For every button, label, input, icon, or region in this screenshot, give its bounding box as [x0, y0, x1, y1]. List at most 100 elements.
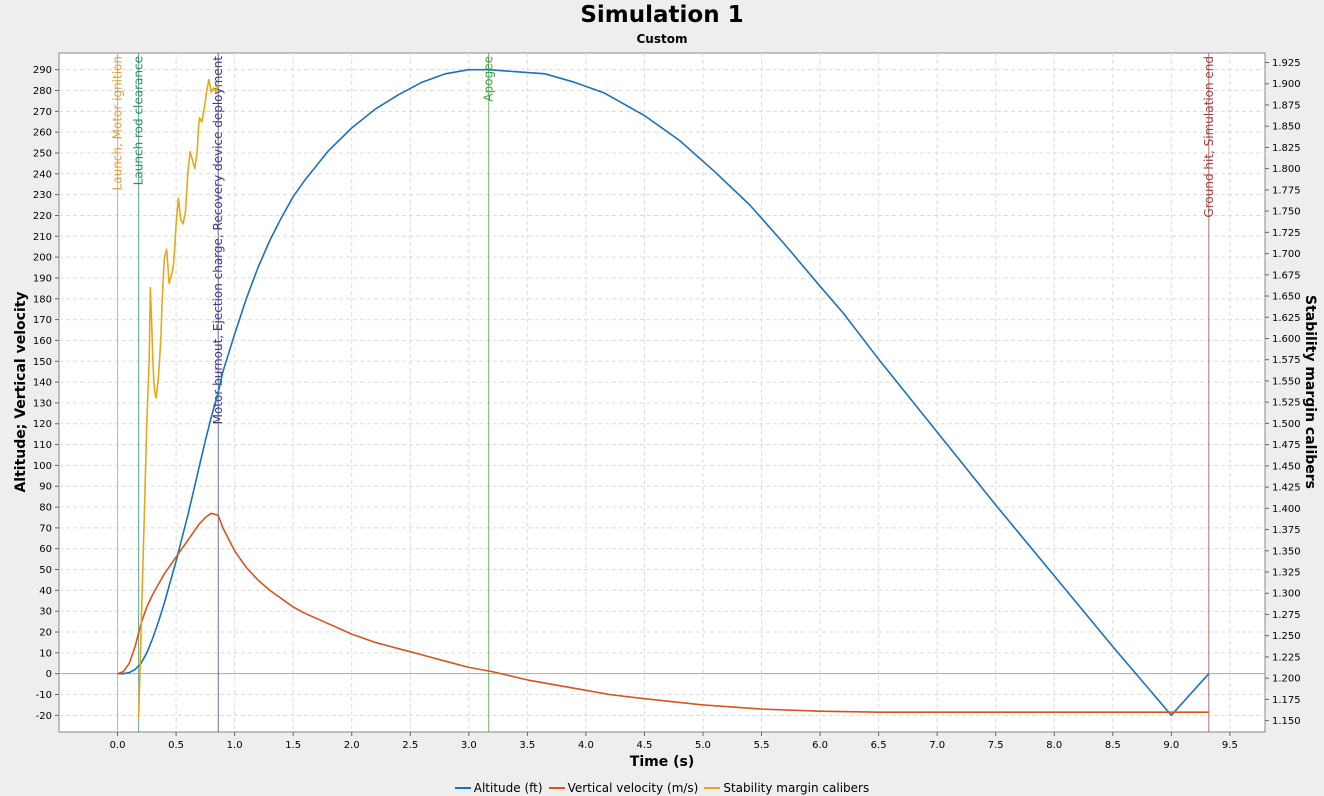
y-tick-label: 200 [33, 253, 52, 264]
y2-tick-label: 1.425 [1272, 483, 1301, 494]
y-tick-label: 150 [33, 357, 52, 368]
y2-tick-label: 1.400 [1272, 504, 1301, 515]
y-tick-label: 60 [39, 544, 52, 555]
x-tick-label: 9.0 [1163, 740, 1179, 751]
legend-swatch [548, 787, 565, 789]
y2-tick-label: 1.825 [1272, 143, 1301, 154]
y-tick-label: 160 [33, 336, 52, 347]
y-tick-label: 130 [33, 398, 52, 409]
y2-tick-label: 1.600 [1272, 334, 1301, 345]
y-tick-label: 30 [39, 607, 52, 618]
x-tick-label: 0.5 [168, 740, 184, 751]
y-tick-label: 50 [39, 565, 52, 576]
y2-tick-label: 1.300 [1272, 589, 1301, 600]
y2-tick-label: 1.700 [1272, 249, 1301, 260]
y2-tick-label: 1.325 [1272, 568, 1301, 579]
y-tick-label: 10 [39, 648, 52, 659]
y-tick-label: -10 [36, 690, 52, 701]
series-line [117, 512, 1209, 714]
x-tick-label: 4.0 [578, 740, 594, 751]
y-tick-label: 280 [33, 86, 52, 97]
y2-tick-label: 1.175 [1272, 695, 1301, 706]
y2-tick-label: 1.575 [1272, 355, 1301, 366]
chart-title: Simulation 1 [580, 2, 744, 28]
y2-tick-label: 1.725 [1272, 228, 1301, 239]
y-tick-label: 20 [39, 628, 52, 639]
y-tick-label: 90 [39, 482, 52, 493]
y2-tick-label: 1.550 [1272, 376, 1301, 387]
y-tick-label: 80 [39, 503, 52, 514]
chart-subtitle: Custom [636, 32, 688, 46]
y-tick-label: -20 [36, 711, 52, 722]
y2-tick-label: 1.200 [1272, 674, 1301, 685]
x-tick-label: 3.5 [519, 740, 535, 751]
y2-tick-label: 1.450 [1272, 461, 1301, 472]
series-line [117, 68, 1210, 717]
y2-tick-label: 1.475 [1272, 440, 1301, 451]
y-tick-label: 260 [33, 128, 52, 139]
y-axis-label: Altitude; Vertical velocity [13, 291, 29, 492]
y2-axis-ticks: 1.150 1.175 1.200 1.225 1.250 1.275 1.300 1.325… [1265, 58, 1301, 727]
y-tick-label: 110 [33, 440, 52, 451]
series-lines [117, 68, 1210, 719]
x-tick-label: 1.0 [227, 740, 243, 751]
y-tick-label: 40 [39, 586, 52, 597]
x-tick-label: 3.0 [461, 740, 477, 751]
y-tick-label: 220 [33, 211, 52, 222]
x-axis-ticks: 0.0 0.5 1.0 1.5 2.0 2.5 3.0 3.5 4.0 4.5 5.0 5.5 6.0 6… [110, 732, 1238, 751]
chart-canvas: Launch, Motor ignition Launch rod clearan… [13, 52, 1318, 770]
y-tick-label: 170 [33, 315, 52, 326]
x-tick-label: 8.5 [1105, 740, 1121, 751]
y-tick-label: 270 [33, 107, 52, 118]
y-tick-label: 70 [39, 523, 52, 534]
x-tick-label: 9.5 [1222, 740, 1238, 751]
series-line [137, 78, 219, 719]
event-label: Launch rod clearance [132, 56, 146, 185]
y-tick-label: 230 [33, 190, 52, 201]
event-markers: Launch, Motor ignition Launch rod clearan… [111, 53, 1216, 732]
y2-tick-label: 1.525 [1272, 398, 1301, 409]
legend-item: Stability margin calibers [704, 781, 869, 795]
y2-tick-label: 1.250 [1272, 631, 1301, 642]
y2-tick-label: 1.875 [1272, 100, 1301, 111]
y-tick-label: 120 [33, 419, 52, 430]
x-tick-label: 6.0 [812, 740, 828, 751]
legend-label: Altitude (ft) [473, 781, 543, 795]
event-label: Launch, Motor ignition [111, 56, 125, 190]
x-tick-label: 6.5 [871, 740, 887, 751]
x-tick-label: 0.0 [110, 740, 126, 751]
y2-tick-label: 1.650 [1272, 292, 1301, 303]
y-tick-label: 290 [33, 65, 52, 76]
legend-label: Stability margin calibers [723, 781, 870, 795]
y-tick-label: 140 [33, 378, 52, 389]
legend-item: Vertical velocity (m/s) [548, 781, 698, 795]
x-tick-label: 7.5 [988, 740, 1004, 751]
y2-tick-label: 1.775 [1272, 185, 1301, 196]
x-tick-label: 7.0 [929, 740, 945, 751]
x-tick-label: 1.5 [285, 740, 301, 751]
x-tick-label: 4.5 [636, 740, 652, 751]
y2-tick-label: 1.900 [1272, 79, 1301, 90]
y2-tick-label: 1.150 [1272, 716, 1301, 727]
y2-tick-label: 1.925 [1272, 58, 1301, 69]
y-tick-label: 250 [33, 148, 52, 159]
y-tick-label: 240 [33, 169, 52, 180]
y2-tick-label: 1.500 [1272, 419, 1301, 430]
y-tick-label: 100 [33, 461, 52, 472]
y2-axis-label: Stability margin calibers [1302, 295, 1318, 489]
y2-tick-label: 1.225 [1272, 652, 1301, 663]
y2-tick-label: 1.625 [1272, 313, 1301, 324]
plot-area [58, 52, 1266, 733]
y-tick-label: 0 [46, 669, 52, 680]
y2-tick-label: 1.675 [1272, 270, 1301, 281]
y-axis-ticks: -20 -10 0 10 20 30 40 50 60 70 80 90 100 110 120 130 140… [33, 65, 59, 722]
x-tick-label: 5.0 [695, 740, 711, 751]
y2-tick-label: 1.750 [1272, 207, 1301, 218]
x-tick-label: 5.5 [754, 740, 770, 751]
y-tick-label: 180 [33, 294, 52, 305]
y2-tick-label: 1.375 [1272, 525, 1301, 536]
y-tick-label: 190 [33, 273, 52, 284]
y2-tick-label: 1.350 [1272, 546, 1301, 557]
x-tick-label: 2.5 [402, 740, 418, 751]
y2-tick-label: 1.275 [1272, 610, 1301, 621]
